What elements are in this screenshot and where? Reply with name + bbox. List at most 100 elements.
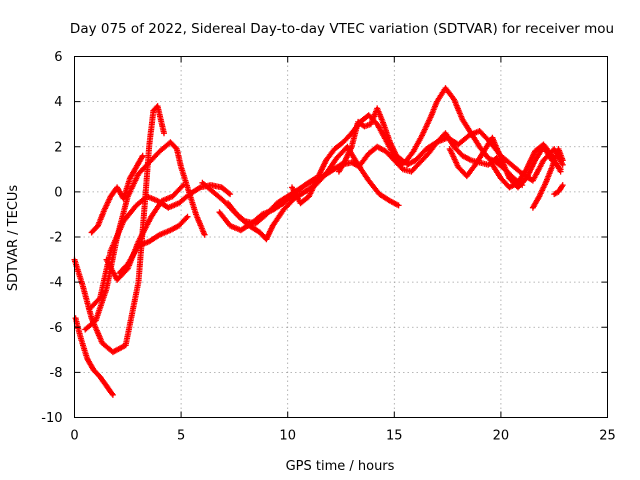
data-point [324, 172, 328, 175]
data-point [461, 118, 464, 121]
data-point [237, 215, 240, 218]
data-point [92, 368, 95, 372]
y-tick-label: -2 [50, 231, 63, 246]
data-point [303, 190, 306, 194]
data-point [182, 183, 185, 187]
data-point [324, 159, 328, 162]
data-point [158, 150, 161, 153]
data-point [194, 213, 198, 216]
data-point [141, 154, 144, 157]
data-point [346, 145, 349, 148]
data-point [260, 213, 264, 216]
data-point [542, 143, 545, 146]
data-point [542, 159, 545, 162]
data-point [388, 141, 392, 144]
data-point [367, 179, 370, 182]
data-point [495, 156, 498, 160]
data-point [561, 159, 564, 162]
data-point [271, 224, 274, 227]
data-point [126, 267, 129, 270]
x-tick-label: 15 [386, 429, 403, 444]
y-tick-label: -4 [50, 276, 63, 291]
data-point [160, 199, 164, 203]
y-tick-label: 2 [54, 140, 62, 155]
data-point [292, 197, 296, 200]
data-point [512, 177, 515, 180]
data-point [369, 123, 372, 126]
data-point [111, 350, 115, 354]
series-track-13 [357, 130, 526, 189]
data-point [344, 159, 347, 162]
data-point [162, 132, 166, 135]
y-tick-label: -10 [41, 411, 62, 426]
data-point [557, 190, 560, 194]
data-point [491, 163, 494, 166]
data-point [137, 172, 140, 175]
data-point [491, 136, 494, 139]
data-series [71, 85, 566, 398]
data-point [248, 224, 251, 227]
data-point [418, 161, 422, 164]
x-tick-label: 0 [70, 429, 78, 444]
data-point [137, 280, 140, 284]
data-point [486, 156, 490, 160]
x-tick-label: 10 [279, 429, 296, 444]
data-point [177, 202, 181, 205]
data-point [335, 156, 338, 160]
data-point [81, 285, 85, 288]
data-point [201, 181, 204, 184]
data-point [239, 229, 242, 232]
data-point [186, 215, 189, 218]
data-point [461, 154, 464, 157]
data-point [525, 168, 528, 171]
data-point [414, 159, 417, 162]
data-point [115, 186, 119, 189]
data-point [98, 296, 102, 300]
data-point [124, 344, 127, 347]
data-point [508, 177, 511, 180]
data-point [405, 163, 409, 166]
data-point [388, 199, 392, 203]
data-point [128, 177, 132, 180]
data-point [316, 177, 319, 180]
data-point [393, 159, 396, 162]
data-point [395, 154, 398, 157]
data-point [169, 229, 172, 232]
data-point [103, 208, 106, 212]
data-point [550, 165, 554, 169]
data-point [122, 220, 125, 223]
data-point [177, 224, 181, 227]
data-point [559, 170, 562, 173]
data-point [90, 231, 93, 234]
data-point [118, 271, 121, 275]
data-point [307, 195, 311, 198]
data-point [448, 147, 451, 151]
data-point [367, 152, 370, 155]
data-point [474, 163, 477, 166]
data-point [363, 125, 366, 128]
data-point [135, 165, 138, 169]
data-point [427, 152, 430, 155]
data-point [337, 170, 341, 173]
data-point [90, 317, 93, 320]
data-point [218, 211, 221, 214]
data-point [486, 163, 490, 166]
data-point [145, 195, 149, 198]
data-point [397, 204, 400, 207]
data-point [444, 86, 447, 90]
data-point [228, 224, 232, 227]
data-point [359, 163, 362, 166]
data-point [376, 107, 379, 110]
data-point [211, 190, 215, 194]
data-point [553, 147, 556, 151]
data-point [115, 278, 119, 282]
data-point [403, 161, 407, 164]
data-point [350, 161, 353, 164]
data-point [516, 181, 520, 184]
data-point [303, 183, 306, 187]
y-axis-title: SDTVAR / TECUs [6, 185, 21, 292]
series-markers [88, 152, 146, 236]
data-point [376, 123, 379, 126]
data-point [457, 143, 460, 146]
x-tick-label: 20 [493, 429, 510, 444]
